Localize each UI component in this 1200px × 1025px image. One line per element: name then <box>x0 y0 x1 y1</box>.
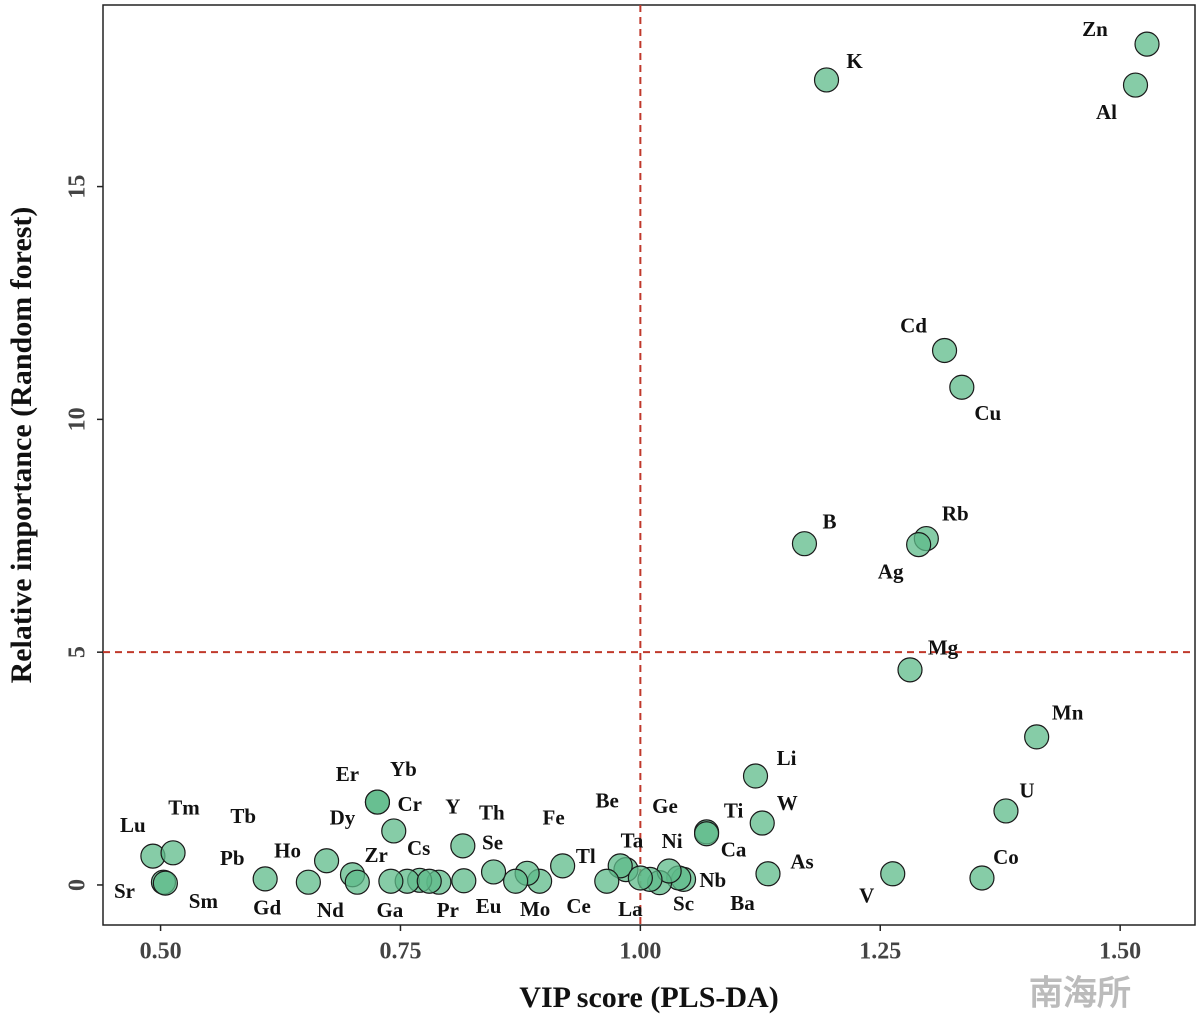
point-label: La <box>618 897 643 921</box>
point-label: Pb <box>220 846 245 870</box>
point-label: Tl <box>576 844 596 868</box>
x-tick-label: 1.25 <box>859 939 901 965</box>
point-label: Sc <box>673 891 694 915</box>
point-label: Ni <box>662 829 683 853</box>
point-label: Cs <box>407 836 430 860</box>
point-label: Mo <box>520 897 550 921</box>
point-label: Y <box>445 795 460 819</box>
point-label: Zr <box>365 843 388 867</box>
point-label: Fe <box>543 806 565 830</box>
point-label: U <box>1019 779 1034 803</box>
point <box>252 866 278 892</box>
point-label: Rb <box>942 501 969 525</box>
x-tick-label: 0.50 <box>140 939 182 965</box>
point-label: Be <box>596 789 619 813</box>
point-label: Ti <box>724 799 744 823</box>
point <box>480 859 507 885</box>
point-label: Mn <box>1052 701 1084 725</box>
y-axis-title: Relative importance (Random forest) <box>5 207 38 684</box>
point <box>1134 31 1160 57</box>
point <box>897 657 923 683</box>
point-label: Gd <box>253 896 281 920</box>
point <box>313 848 340 874</box>
point-label: Ho <box>274 839 301 863</box>
point-label: Ge <box>652 794 678 818</box>
point <box>451 868 477 894</box>
watermark: 南海所 <box>1029 974 1131 1014</box>
point <box>931 337 958 364</box>
point-label: Tb <box>230 804 256 828</box>
plot-frame <box>102 4 1196 926</box>
point-label: As <box>790 850 813 874</box>
point-label: Se <box>482 831 503 855</box>
y-tick-label: 0 <box>65 879 91 891</box>
point <box>1122 72 1149 98</box>
point-label: Co <box>993 845 1019 869</box>
point <box>295 869 321 895</box>
point <box>152 870 178 896</box>
point <box>450 833 476 859</box>
point-label: Nb <box>699 868 726 892</box>
point <box>969 865 995 891</box>
point-label: Th <box>479 801 505 825</box>
point-label: Cr <box>398 792 423 816</box>
point-label: Er <box>336 762 359 786</box>
point-label: Ga <box>376 898 403 922</box>
point-label: W <box>777 791 798 815</box>
point <box>550 853 576 879</box>
point <box>949 374 975 400</box>
point-label: Nd <box>317 898 344 922</box>
point-label: K <box>846 49 863 73</box>
x-tick-label: 1.50 <box>1099 939 1141 965</box>
point <box>749 810 775 836</box>
point-label: Yb <box>390 757 417 781</box>
point-label: Cd <box>900 313 927 337</box>
point-label: Sr <box>114 879 135 903</box>
point <box>160 840 186 866</box>
point-label: Mg <box>928 636 959 660</box>
point-label: V <box>859 884 874 908</box>
point-label: Eu <box>476 894 502 918</box>
point-label: Sm <box>189 889 219 913</box>
point <box>791 531 818 557</box>
y-tick-label: 5 <box>65 646 91 658</box>
y-tick-label: 10 <box>65 407 91 431</box>
point <box>813 67 840 93</box>
point-label: Ca <box>721 838 747 862</box>
point <box>993 798 1019 824</box>
point-label: Ag <box>878 559 904 583</box>
point-label: Ce <box>566 894 591 918</box>
point-label: Ta <box>621 828 644 852</box>
point <box>742 763 769 789</box>
point-label: Dy <box>330 806 356 830</box>
point <box>381 818 407 844</box>
point-label: B <box>822 509 836 533</box>
x-tick-label: 1.00 <box>619 939 661 965</box>
point <box>693 821 720 847</box>
point <box>1024 724 1050 750</box>
y-tick-label: 15 <box>65 175 91 199</box>
point <box>378 868 404 894</box>
point-label: Pr <box>437 898 459 922</box>
point <box>880 861 906 887</box>
point-label: Li <box>777 746 797 770</box>
point <box>503 868 529 894</box>
point-label: Cu <box>974 401 1001 425</box>
x-axis-title: VIP score (PLS-DA) <box>519 981 778 1014</box>
point <box>416 868 442 894</box>
point-label: Al <box>1096 100 1117 124</box>
point-label: Lu <box>120 813 146 837</box>
point-label: Zn <box>1082 17 1108 41</box>
x-tick-label: 0.75 <box>379 939 421 965</box>
point <box>364 789 391 815</box>
point-label: Ba <box>730 891 755 915</box>
point <box>594 868 620 894</box>
point-label: Tm <box>168 796 200 820</box>
point <box>755 861 781 887</box>
point <box>627 865 653 891</box>
point <box>906 532 932 558</box>
point <box>344 869 370 895</box>
